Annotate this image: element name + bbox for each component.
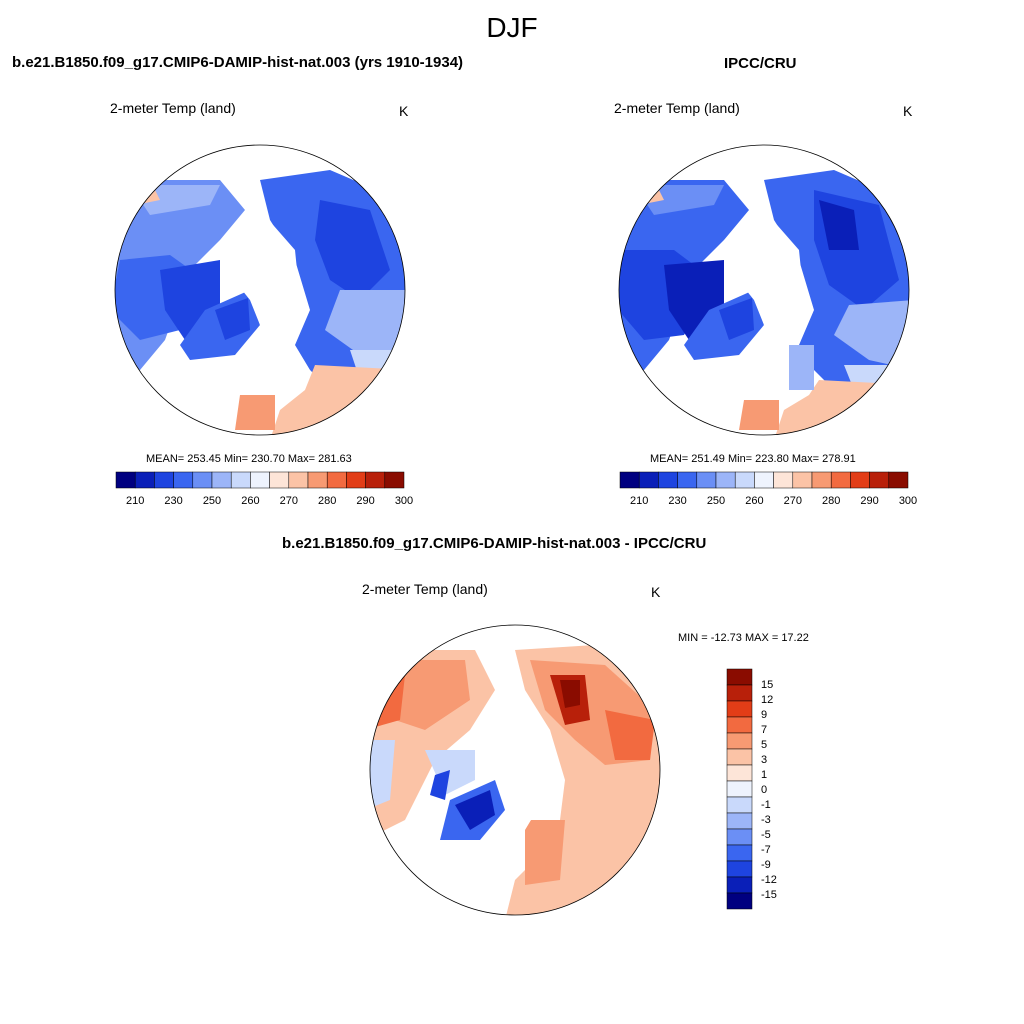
obs-variable-label: 2-meter Temp (land) xyxy=(614,100,740,116)
colorbar-swatch xyxy=(638,471,659,489)
obs-units-label: K xyxy=(903,103,913,119)
figure-title: DJF xyxy=(486,12,538,43)
colorbar-tick-label: 260 xyxy=(745,495,763,507)
diff-colorbar: 15 12 9 7 5 3 1 0 -1 -3 -5 -7 -9 -12 -15 xyxy=(726,668,777,910)
colorbar-swatch xyxy=(192,471,213,489)
colorbar-swatch xyxy=(726,844,753,862)
colorbar-swatch xyxy=(250,471,270,489)
colorbar-tick-label: 15 xyxy=(761,679,773,691)
colorbar-swatch xyxy=(726,780,753,798)
colorbar-swatch xyxy=(726,732,753,750)
colorbar-swatch xyxy=(811,471,832,489)
model-units-label: K xyxy=(399,103,409,119)
colorbar-swatch xyxy=(230,471,251,489)
colorbar-tick-label: 3 xyxy=(761,754,767,766)
colorbar-swatch xyxy=(726,716,753,734)
colorbar-swatch xyxy=(850,471,870,489)
model-variable-label: 2-meter Temp (land) xyxy=(110,100,236,116)
colorbar-swatch xyxy=(888,471,909,489)
colorbar-tick-label: 0 xyxy=(761,784,767,796)
colorbar-swatch xyxy=(726,876,753,894)
colorbar-swatch xyxy=(696,471,717,489)
colorbar-swatch xyxy=(365,471,386,489)
colorbar-tick-label: -3 xyxy=(761,814,771,826)
colorbar-swatch xyxy=(134,471,155,489)
colorbar-swatch xyxy=(726,684,753,702)
obs-polar-map xyxy=(618,144,910,436)
diff-stats: MIN = -12.73 MAX = 17.22 xyxy=(678,632,809,644)
colorbar-tick-label: 9 xyxy=(761,709,767,721)
colorbar-swatch xyxy=(726,860,753,878)
colorbar-swatch xyxy=(726,828,753,846)
colorbar-tick-label: 210 xyxy=(630,495,648,507)
colorbar-swatch xyxy=(754,471,774,489)
colorbar-swatch xyxy=(658,471,678,489)
model-polar-map xyxy=(114,144,406,436)
model-panel-title: b.e21.B1850.f09_g17.CMIP6-DAMIP-hist-nat… xyxy=(12,54,464,71)
colorbar-tick-label: 260 xyxy=(241,495,259,507)
colorbar-swatch xyxy=(726,796,753,814)
colorbar-tick-label: -7 xyxy=(761,844,771,856)
colorbar-swatch xyxy=(726,892,753,910)
colorbar-swatch xyxy=(154,471,174,489)
colorbar-tick-label: 270 xyxy=(280,495,298,507)
colorbar-tick-label: -12 xyxy=(761,874,777,886)
colorbar-swatch xyxy=(869,471,890,489)
diff-panel-title: b.e21.B1850.f09_g17.CMIP6-DAMIP-hist-nat… xyxy=(282,535,707,552)
colorbar-tick-label: 12 xyxy=(761,694,773,706)
colorbar-swatch xyxy=(715,471,736,489)
colorbar-swatch xyxy=(173,471,194,489)
colorbar-tick-label: 300 xyxy=(899,495,917,507)
colorbar-tick-label: 1 xyxy=(761,769,767,781)
colorbar-swatch xyxy=(307,471,328,489)
colorbar-tick-label: 290 xyxy=(356,495,374,507)
colorbar-swatch xyxy=(288,471,309,489)
colorbar-tick-label: 270 xyxy=(784,495,802,507)
colorbar-tick-label: 250 xyxy=(707,495,725,507)
obs-stats: MEAN= 251.49 Min= 223.80 Max= 278.91 xyxy=(650,453,856,465)
colorbar-tick-label: 230 xyxy=(164,495,182,507)
colorbar-swatch xyxy=(269,471,290,489)
colorbar-swatch xyxy=(115,471,136,489)
colorbar-tick-label: 5 xyxy=(761,739,767,751)
model-stats: MEAN= 253.45 Min= 230.70 Max= 281.63 xyxy=(146,453,352,465)
colorbar-swatch xyxy=(734,471,755,489)
colorbar-tick-label: 250 xyxy=(203,495,221,507)
colorbar-swatch xyxy=(346,471,366,489)
diff-variable-label: 2-meter Temp (land) xyxy=(362,581,488,597)
colorbar-swatch xyxy=(726,812,753,830)
colorbar-tick-label: 280 xyxy=(318,495,336,507)
colorbar-swatch xyxy=(726,748,753,766)
colorbar-tick-label: -1 xyxy=(761,799,771,811)
colorbar-tick-label: -5 xyxy=(761,829,771,841)
obs-colorbar: 210 230 250 260 270 280 290 300 xyxy=(619,471,917,507)
colorbar-swatch xyxy=(792,471,813,489)
colorbar-swatch xyxy=(211,471,232,489)
colorbar-tick-label: 300 xyxy=(395,495,413,507)
colorbar-swatch xyxy=(677,471,698,489)
colorbar-tick-label: -15 xyxy=(761,889,777,901)
colorbar-swatch xyxy=(726,700,753,718)
colorbar-tick-label: 280 xyxy=(822,495,840,507)
colorbar-tick-label: 230 xyxy=(668,495,686,507)
obs-panel-title: IPCC/CRU xyxy=(724,55,797,72)
colorbar-tick-label: 210 xyxy=(126,495,144,507)
colorbar-swatch xyxy=(326,471,347,489)
colorbar-swatch xyxy=(384,471,405,489)
colorbar-tick-label: 290 xyxy=(860,495,878,507)
colorbar-tick-label: 7 xyxy=(761,724,767,736)
colorbar-tick-label: -9 xyxy=(761,859,771,871)
diff-polar-map xyxy=(369,624,661,916)
colorbar-swatch xyxy=(726,764,753,782)
colorbar-swatch xyxy=(773,471,794,489)
diff-units-label: K xyxy=(651,584,661,600)
colorbar-swatch xyxy=(726,668,753,686)
colorbar-swatch xyxy=(830,471,851,489)
colorbar-swatch xyxy=(619,471,640,489)
model-colorbar: 210 230 250 260 270 280 290 300 xyxy=(115,471,413,507)
